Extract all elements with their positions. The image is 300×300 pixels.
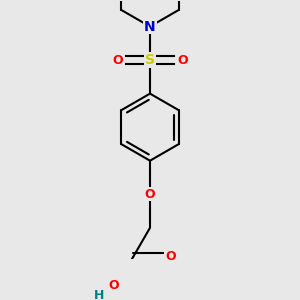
Text: H: H xyxy=(94,290,104,300)
Text: O: O xyxy=(145,188,155,201)
Text: S: S xyxy=(145,53,155,67)
Text: O: O xyxy=(109,279,119,292)
Text: O: O xyxy=(112,54,123,67)
Text: O: O xyxy=(165,250,176,263)
Text: N: N xyxy=(144,20,156,34)
Text: N: N xyxy=(144,20,156,34)
Text: O: O xyxy=(177,54,188,67)
